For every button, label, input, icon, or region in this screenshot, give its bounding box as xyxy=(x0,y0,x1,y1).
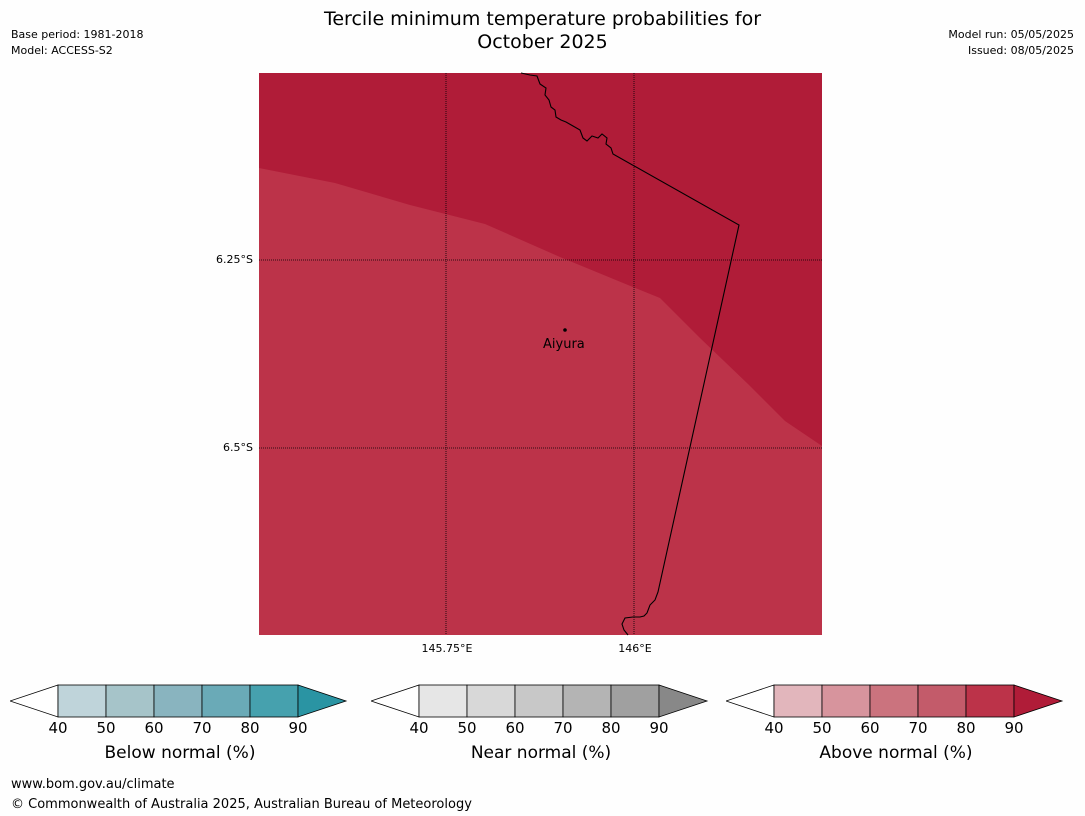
colorbar-tick-label: 70 xyxy=(908,719,928,737)
colorbar-title: Below normal (%) xyxy=(104,743,256,763)
colorbar-bin xyxy=(610,684,660,718)
colorbar-bin xyxy=(153,684,203,718)
colorbar-tick-label: 90 xyxy=(1004,719,1024,737)
lon-label-146: 146°E xyxy=(618,642,652,655)
colorbar-tick-label: 90 xyxy=(649,719,669,737)
lat-label-6-25: 6.25°S xyxy=(216,253,253,266)
colorbar-tick-label: 60 xyxy=(505,719,525,737)
colorbar-bin xyxy=(917,684,967,718)
colorbar-extend-high xyxy=(1013,684,1064,718)
model-name: Model: ACCESS-S2 xyxy=(11,44,113,57)
colorbar-tick-label: 70 xyxy=(553,719,573,737)
colorbar-bin xyxy=(105,684,155,718)
colorbar-bin xyxy=(821,684,871,718)
colorbar-bin xyxy=(466,684,516,718)
colorbar-tick-label: 50 xyxy=(457,719,477,737)
title-line-1: Tercile minimum temperature probabilitie… xyxy=(323,8,762,30)
colorbar-above-normal xyxy=(726,684,1064,718)
base-period: Base period: 1981-2018 xyxy=(11,28,144,41)
colorbar-tick-label: 40 xyxy=(48,719,68,737)
colorbar-extend-low xyxy=(371,684,420,718)
colorbar-tick-label: 40 xyxy=(764,719,784,737)
colorbar-bin xyxy=(57,684,107,718)
legend-above-normal: 40 50 60 70 80 90 Above normal (%) xyxy=(726,684,1066,774)
colorbar-tick-label: 50 xyxy=(812,719,832,737)
colorbar-bin xyxy=(869,684,919,718)
footer-copyright: © Commonwealth of Australia 2025, Austra… xyxy=(11,797,472,812)
map-region-above-70-80 xyxy=(259,168,822,635)
lat-label-6-5: 6.5°S xyxy=(223,441,253,454)
colorbar-bin xyxy=(201,684,251,718)
legend-below-normal: 40 50 60 70 80 90 Below normal (%) xyxy=(10,684,350,774)
aiyura-marker xyxy=(563,328,567,332)
model-run: Model run: 05/05/2025 xyxy=(948,28,1074,41)
colorbar-near-normal xyxy=(371,684,709,718)
chart-title: Tercile minimum temperature probabilitie… xyxy=(0,8,1085,54)
colorbar-extend-high xyxy=(658,684,709,718)
meta-left: Base period: 1981-2018 Model: ACCESS-S2 xyxy=(11,27,143,59)
title-line-2: October 2025 xyxy=(477,31,608,53)
colorbar-tick-label: 50 xyxy=(96,719,116,737)
colorbar-tick-label: 80 xyxy=(240,719,260,737)
colorbar-bin xyxy=(249,684,299,718)
colorbar-tick-label: 80 xyxy=(601,719,621,737)
legend-near-normal: 40 50 60 70 80 90 Near normal (%) xyxy=(371,684,711,774)
aiyura-label: Aiyura xyxy=(543,337,585,352)
lon-label-145-75: 145.75°E xyxy=(421,642,473,655)
colorbar-tick-label: 60 xyxy=(860,719,880,737)
colorbar-bin xyxy=(965,684,1015,718)
province-border xyxy=(520,72,740,636)
colorbar-tick-label: 80 xyxy=(956,719,976,737)
issued-date: Issued: 08/05/2025 xyxy=(967,44,1074,57)
colorbar-bin xyxy=(562,684,612,718)
colorbar-tick-label: 60 xyxy=(144,719,164,737)
colorbar-tick-label: 40 xyxy=(409,719,429,737)
colorbar-below-normal xyxy=(10,684,348,718)
colorbar-extend-high xyxy=(297,684,348,718)
colorbar-bin xyxy=(418,684,468,718)
colorbar-title: Above normal (%) xyxy=(819,743,973,763)
colorbar-extend-low xyxy=(10,684,59,718)
meta-right: Model run: 05/05/2025 Issued: 08/05/2025 xyxy=(948,27,1074,59)
footer: www.bom.gov.au/climate © Commonwealth of… xyxy=(11,775,472,815)
colorbar-tick-label: 70 xyxy=(192,719,212,737)
colorbar-title: Near normal (%) xyxy=(470,743,612,763)
colorbar-extend-low xyxy=(726,684,775,718)
colorbar-tick-label: 90 xyxy=(288,719,308,737)
footer-url: www.bom.gov.au/climate xyxy=(11,777,175,792)
colorbar-bin xyxy=(773,684,823,718)
colorbar-bin xyxy=(514,684,564,718)
